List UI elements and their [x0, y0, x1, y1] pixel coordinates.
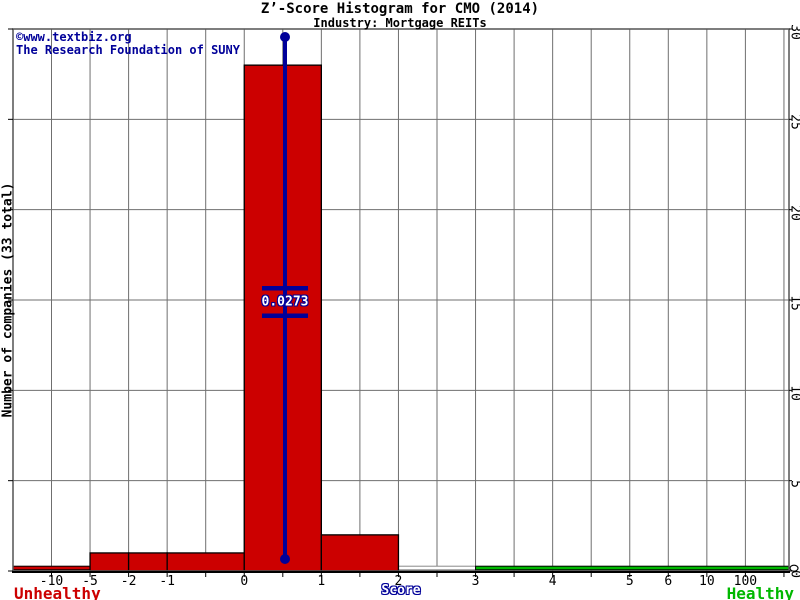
histogram-bar [320, 534, 400, 572]
x-tick-label: 1 [317, 574, 326, 589]
marker-upper-cap [262, 286, 308, 291]
marker-lower-cap [262, 313, 308, 318]
x-tick-label: -2 [120, 574, 137, 589]
y-tick-label: 30 [787, 24, 800, 40]
y-tick-label: 25 [787, 114, 800, 131]
y-tick-label: 20 [787, 204, 800, 221]
unhealthy-zone-label: Unhealthy [14, 584, 101, 600]
x-tick-label: 0 [240, 574, 249, 589]
histogram-bar [243, 64, 322, 572]
x-tick-label: -1 [159, 574, 175, 589]
healthy-zone-label: Healthy [726, 584, 794, 600]
histogram-bar [89, 552, 130, 572]
y-tick-label: 10 [787, 385, 800, 402]
y-tick-label: 15 [787, 295, 800, 311]
x-tick-label: 5 [625, 574, 634, 589]
healthy-zone-line [475, 565, 790, 571]
histogram-bar [166, 552, 245, 572]
marker-top-dot [280, 32, 290, 42]
chart-title: Z’-Score Histogram for CMO (2014) [260, 1, 540, 17]
x-tick-label: -5 [82, 574, 98, 589]
marker-value-label: 0.0273 [261, 294, 309, 310]
zone-line-end-marker [789, 564, 799, 572]
watermark-link[interactable]: ©www.textbiz.org [16, 30, 132, 44]
gray-zone-line [397, 565, 477, 571]
marker-bottom-dot [280, 554, 290, 564]
x-tick-label: 4 [548, 574, 557, 589]
x-axis-title: Score [381, 583, 421, 598]
y-axis-title: Number of companies (33 total) [0, 182, 16, 418]
x-tick-label: 3 [471, 574, 480, 589]
x-tick-label: 2 [394, 574, 403, 589]
x-tick-label: 10 [699, 574, 715, 589]
y-tick-label: 5 [788, 480, 800, 488]
watermark-org: The Research Foundation of SUNY [16, 43, 240, 57]
histogram-bar [127, 552, 168, 572]
x-tick-label: 100 [733, 574, 758, 589]
chart-subtitle: Industry: Mortgage REITs [313, 16, 487, 30]
x-tick-label: 6 [664, 574, 673, 589]
y-tick-label: 0 [788, 570, 800, 578]
x-tick-label: -10 [39, 574, 64, 589]
